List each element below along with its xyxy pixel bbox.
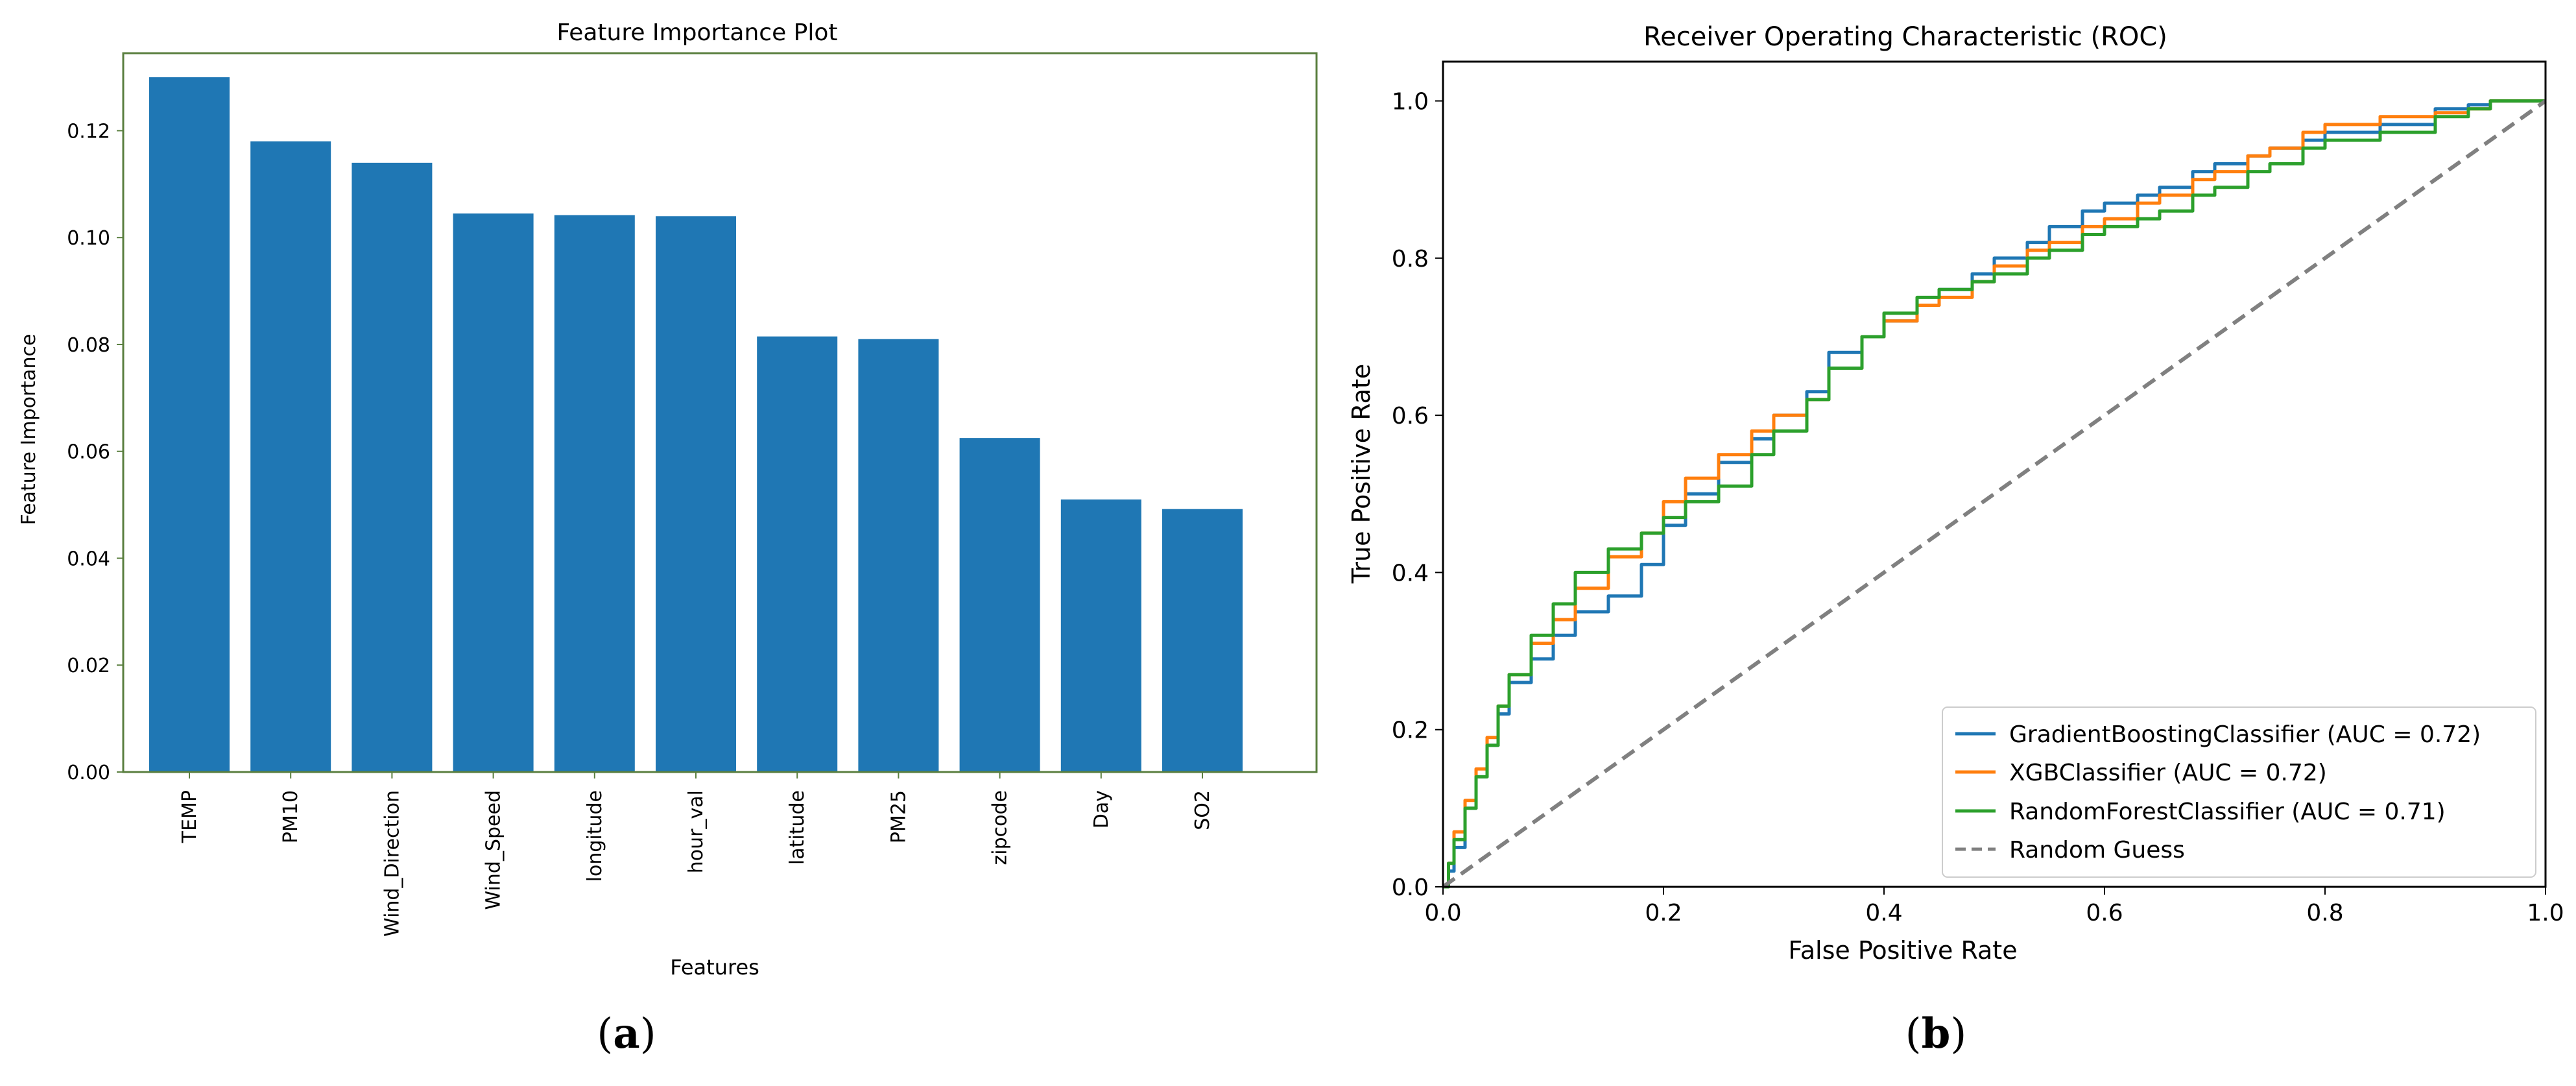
roc-y-tick-label-3: 0.6: [1392, 403, 1429, 429]
chart-a-title: Feature Importance Plot: [556, 19, 837, 46]
roc-x-tick-label-2: 0.4: [1865, 900, 1902, 926]
caption-a-open: (: [597, 1010, 613, 1058]
roc-x-tick-label-4: 0.8: [2306, 900, 2343, 926]
chart-a-bars: [149, 77, 1243, 773]
bar-hour-val: [656, 216, 736, 773]
bar-so2: [1162, 509, 1243, 772]
legend-label-random-guess: Random Guess: [2009, 837, 2185, 863]
y-tick-label-3: 0.06: [67, 441, 110, 464]
bar-wind-direction: [352, 162, 433, 772]
bar-day: [1060, 499, 1141, 772]
roc-chart: Receiver Operating Characteristic (ROC) …: [1347, 22, 2564, 965]
caption-a-letter: a: [613, 1009, 639, 1058]
caption-a: (a): [597, 1009, 656, 1058]
bar-wind-speed: [453, 213, 534, 772]
roc-y-tick-label-4: 0.8: [1392, 246, 1429, 272]
bar-pm10: [250, 141, 331, 772]
x-tick-label-longitude: longitude: [584, 790, 606, 882]
roc-x-tick-label-3: 0.6: [2086, 900, 2123, 926]
bar-latitude: [757, 336, 838, 772]
caption-b-open: (: [1905, 1010, 1922, 1058]
chart-b-x-ticks: 0.0 0.2 0.4 0.6 0.8 1.0: [1424, 887, 2564, 926]
series-line-random-guess: [1442, 99, 2547, 889]
chart-b-plot-frame: [1442, 60, 2547, 888]
bar-zipcode: [959, 438, 1040, 772]
chart-a-y-ticks: 0.00 0.02 0.04 0.06 0.08 0.10 0.12: [67, 120, 123, 784]
chart-b-legend: GradientBoostingClassifier (AUC = 0.72) …: [1942, 706, 2536, 878]
chart-a-plot-frame: [122, 52, 1318, 773]
svg-text:(b): (b): [1905, 1009, 1967, 1058]
caption-b-letter: b: [1922, 1009, 1951, 1058]
roc-y-tick-label-2: 0.4: [1392, 560, 1429, 586]
chart-b-x-axis-label: False Positive Rate: [1788, 936, 2017, 965]
x-tick-label-wind-speed: Wind_Speed: [483, 790, 505, 910]
chart-b-y-axis-label: True Positive Rate: [1347, 364, 1376, 585]
x-tick-label-pm25: PM25: [887, 790, 910, 843]
x-tick-label-pm10: PM10: [280, 790, 302, 843]
caption-b-close: ): [1950, 1010, 1966, 1058]
chart-a-x-ticks: TEMP PM10 Wind_Direction Wind_Speed longitud…: [178, 772, 1214, 937]
roc-x-tick-label-1: 0.2: [1645, 900, 1682, 926]
caption-a-close: ): [640, 1010, 656, 1058]
bar-temp: [149, 77, 230, 772]
legend-label-random-forest: RandomForestClassifier (AUC = 0.71): [2009, 799, 2446, 825]
chart-a-x-axis-label: Features: [670, 955, 759, 980]
roc-x-tick-label-0: 0.0: [1424, 900, 1461, 926]
legend-label-gradient-boosting: GradientBoostingClassifier (AUC = 0.72): [2009, 721, 2481, 748]
series-line-randomforestclassifier: [1443, 99, 2546, 889]
y-tick-label-2: 0.04: [67, 548, 110, 570]
chart-b-title: Receiver Operating Characteristic (ROC): [1643, 22, 2167, 52]
x-tick-label-latitude: latitude: [786, 790, 809, 865]
chart-b-series-lines: [1442, 99, 2547, 889]
caption-b: (b): [1905, 1009, 1967, 1058]
bar-longitude: [554, 215, 635, 773]
x-tick-label-so2: SO2: [1191, 790, 1214, 830]
roc-y-tick-label-0: 0.0: [1392, 875, 1429, 901]
feature-importance-chart: Feature Importance Plot Feature Importan…: [18, 19, 1318, 980]
chart-a-y-axis-label: Feature Importance: [18, 334, 40, 525]
roc-x-tick-label-5: 1.0: [2527, 900, 2564, 926]
y-tick-label-5: 0.10: [67, 227, 110, 250]
bar-pm25: [858, 339, 939, 772]
legend-box: [1942, 706, 2536, 878]
roc-y-tick-label-1: 0.2: [1392, 718, 1429, 744]
x-tick-label-wind-direction: Wind_Direction: [381, 790, 403, 937]
chart-b-y-ticks: 0.0 0.2 0.4 0.6 0.8 1.0: [1392, 89, 1443, 901]
x-tick-label-temp: TEMP: [178, 790, 201, 843]
y-tick-label-0: 0.00: [67, 762, 110, 784]
y-tick-label-4: 0.08: [67, 334, 110, 357]
y-tick-label-6: 0.12: [67, 120, 110, 143]
roc-y-tick-label-5: 1.0: [1392, 89, 1429, 115]
x-tick-label-day: Day: [1090, 790, 1113, 828]
x-tick-label-zipcode: zipcode: [989, 790, 1012, 865]
x-tick-label-hour-val: hour_val: [685, 790, 708, 873]
y-tick-label-1: 0.02: [67, 655, 110, 677]
svg-text:(a): (a): [597, 1009, 656, 1058]
legend-label-xgb: XGBClassifier (AUC = 0.72): [2009, 760, 2327, 786]
